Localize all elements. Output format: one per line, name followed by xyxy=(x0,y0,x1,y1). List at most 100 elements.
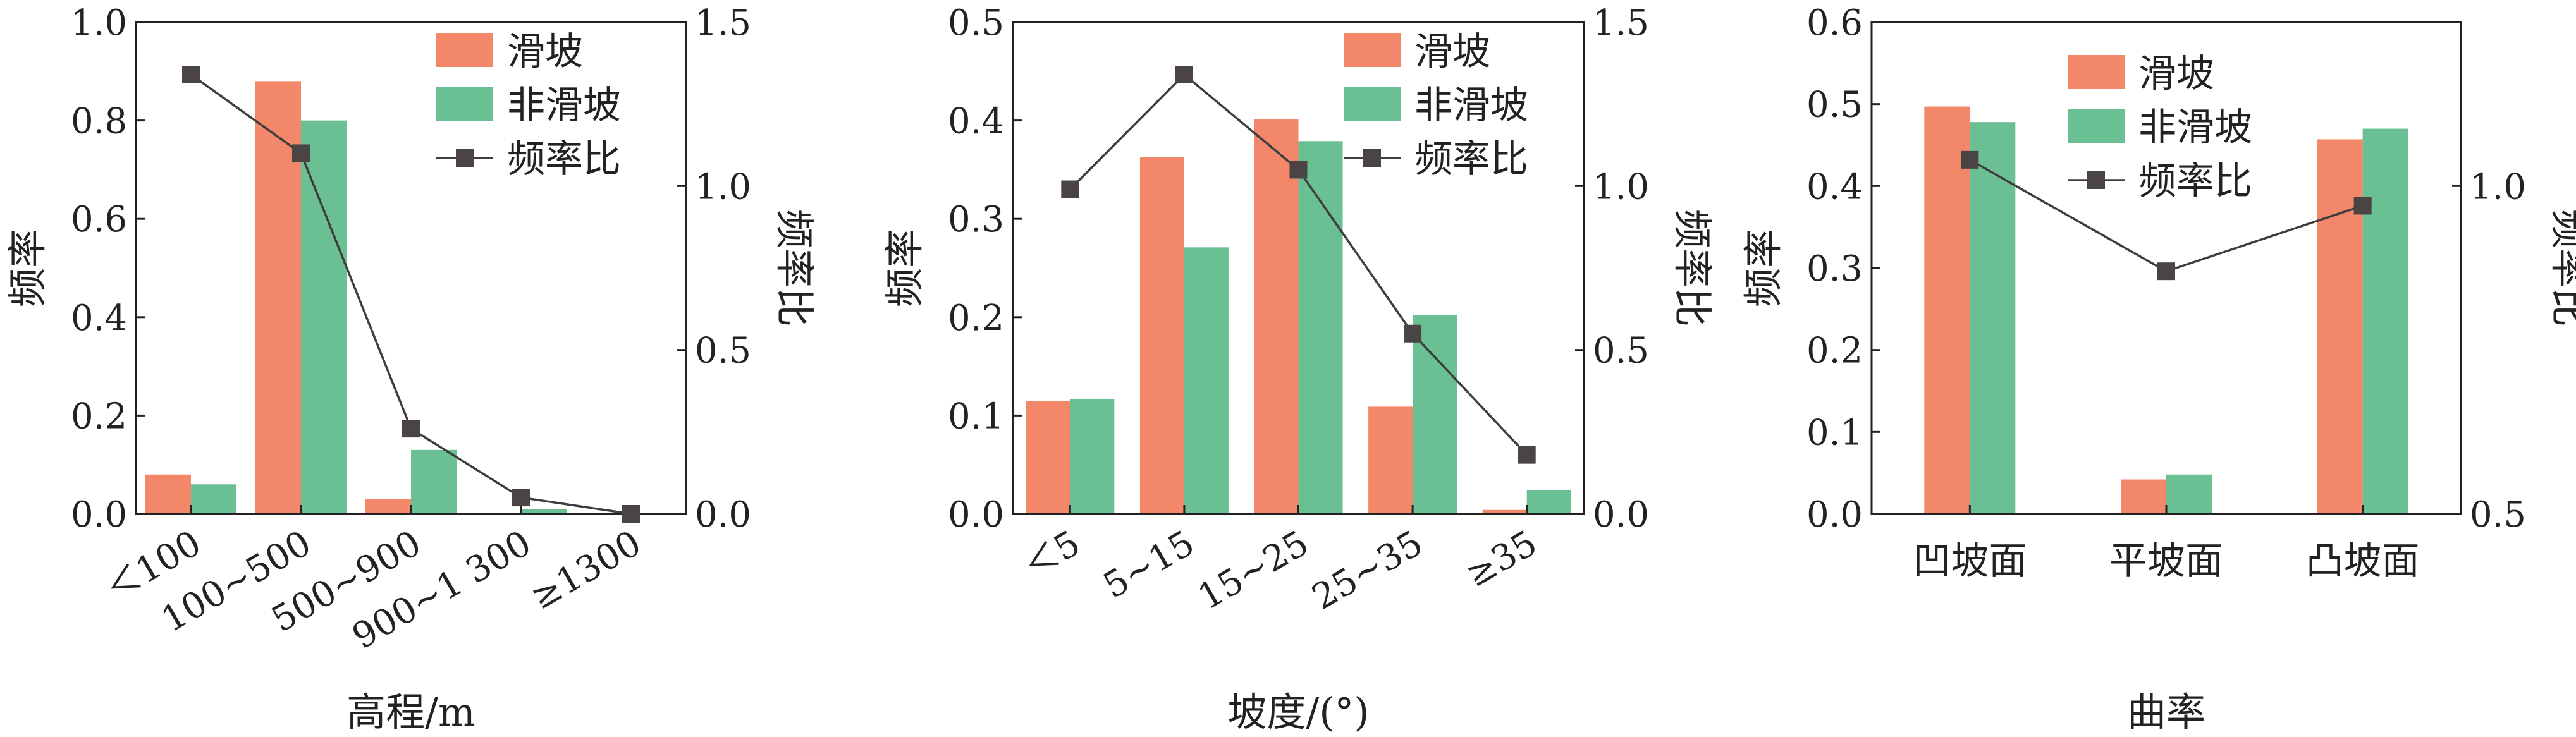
x-tick-label: 25~35 xyxy=(1306,523,1430,618)
legend-marker xyxy=(2087,171,2105,189)
y2-tick-label: 1.5 xyxy=(1593,3,1649,44)
y-tick-label: 0.5 xyxy=(948,3,1004,44)
bar-non-landslide xyxy=(1526,490,1571,514)
y2-axis-title: 频率比 xyxy=(2546,209,2576,327)
legend-swatch-landslide xyxy=(2068,55,2125,89)
legend-label: 滑坡 xyxy=(1414,30,1490,74)
y-tick-label: 0.8 xyxy=(71,101,127,142)
y2-tick-label: 0.0 xyxy=(1593,494,1649,535)
ratio-marker xyxy=(1518,446,1536,464)
y2-tick-label: 0.5 xyxy=(1593,331,1649,372)
y-tick-label: 1.0 xyxy=(71,3,127,44)
legend-marker xyxy=(456,149,474,167)
bar-landslide xyxy=(2121,479,2166,514)
ratio-marker xyxy=(512,489,530,507)
x-tick-label: ≥1300 xyxy=(524,523,648,618)
bar-landslide xyxy=(1026,401,1070,514)
y-tick-label: 0.6 xyxy=(71,199,127,240)
bar-landslide xyxy=(1139,157,1184,514)
bar-non-landslide xyxy=(301,120,347,515)
bar-landslide xyxy=(1368,406,1413,514)
bar-landslide xyxy=(1482,509,1527,514)
x-tick-label: 5~15 xyxy=(1096,523,1201,607)
y-tick-label: 0.0 xyxy=(948,494,1004,535)
bar-landslide xyxy=(1254,119,1299,514)
y-tick-label: 0.5 xyxy=(1806,85,1863,126)
legend-label: 滑坡 xyxy=(2138,52,2214,96)
bar-non-landslide xyxy=(191,484,236,514)
ratio-marker xyxy=(2353,197,2372,215)
y2-tick-label: 1.0 xyxy=(695,166,751,207)
y-tick-label: 0.6 xyxy=(1806,3,1863,44)
y2-tick-label: 1.0 xyxy=(2470,166,2526,207)
bar-landslide xyxy=(1924,106,1970,515)
legend-swatch-non-landslide xyxy=(1344,87,1401,121)
bar-non-landslide xyxy=(411,449,457,514)
bar-non-landslide xyxy=(521,509,567,514)
x-tick-label: 平坡面 xyxy=(2109,539,2223,583)
legend-marker xyxy=(1363,149,1381,167)
y2-axis-title: 频率比 xyxy=(771,209,818,327)
y-tick-label: 0.4 xyxy=(948,101,1004,142)
y2-axis-title: 频率比 xyxy=(1669,209,1715,327)
y-tick-label: 0.1 xyxy=(1806,412,1863,453)
bar-non-landslide xyxy=(1970,122,2016,514)
y-tick-label: 0.2 xyxy=(71,396,127,437)
legend-swatch-non-landslide xyxy=(2068,109,2125,143)
ratio-marker xyxy=(182,65,200,83)
x-axis-title: 高程/m xyxy=(347,689,475,735)
legend-label: 频率比 xyxy=(2138,159,2252,204)
y2-tick-label: 0.5 xyxy=(695,331,751,372)
legend-swatch-non-landslide xyxy=(436,87,493,121)
y-axis-title: 频率 xyxy=(4,229,51,307)
legend-swatch-landslide xyxy=(1344,33,1401,67)
x-tick-label: ≥35 xyxy=(1459,523,1544,595)
chart-panel-1: 0.00.20.40.60.81.00.00.51.01.5＜100100~50… xyxy=(4,3,818,735)
x-axis-title: 曲率 xyxy=(2127,689,2205,735)
ratio-marker xyxy=(1289,161,1308,179)
ratio-marker xyxy=(1175,65,1193,83)
ratio-marker xyxy=(1961,150,1979,169)
y-tick-label: 0.3 xyxy=(948,199,1004,240)
y-tick-label: 0.1 xyxy=(948,396,1004,437)
y-tick-label: 0.2 xyxy=(1806,331,1863,372)
ratio-marker xyxy=(622,505,640,523)
x-tick-label: ＜5 xyxy=(1016,523,1087,587)
legend-label: 频率比 xyxy=(507,137,621,181)
y-tick-label: 0.3 xyxy=(1806,248,1863,289)
legend-label: 非滑坡 xyxy=(2138,106,2252,150)
ratio-marker xyxy=(2157,262,2175,281)
ratio-marker xyxy=(1061,180,1079,198)
y-tick-label: 0.4 xyxy=(71,298,127,339)
y-axis-title: 频率 xyxy=(1740,229,1786,307)
bar-non-landslide xyxy=(2166,474,2212,514)
ratio-marker xyxy=(292,144,310,162)
legend-swatch-landslide xyxy=(436,33,493,67)
y-tick-label: 0.2 xyxy=(948,298,1004,339)
bar-non-landslide xyxy=(1184,247,1229,514)
legend-label: 滑坡 xyxy=(507,30,583,74)
legend-label: 频率比 xyxy=(1414,137,1528,181)
y2-tick-label: 0.0 xyxy=(695,494,751,535)
chart-panel-2: 0.0 0.1 0.2 0.3 0.4 0.5 0.0 0.5 1.0 1.5 ＜5 5~1515~2… xyxy=(881,3,1715,735)
y2-tick-label: 0.5 xyxy=(2470,494,2526,535)
bar-non-landslide xyxy=(1413,315,1457,514)
y2-tick-label: 1.0 xyxy=(1593,166,1649,207)
y-tick-label: 0.0 xyxy=(71,494,127,535)
bar-non-landslide xyxy=(1070,398,1115,514)
x-tick-label: 凸坡面 xyxy=(2306,539,2420,583)
y-tick-label: 0.4 xyxy=(1806,166,1863,207)
legend-label: 非滑坡 xyxy=(1414,83,1528,128)
y-axis-title: 频率 xyxy=(881,229,928,307)
bar-landslide xyxy=(145,474,191,514)
bar-landslide xyxy=(365,499,411,514)
x-tick-label: 凹坡面 xyxy=(1913,539,2027,583)
bar-non-landslide xyxy=(1298,141,1343,514)
bar-landslide xyxy=(2317,139,2363,514)
y2-tick-label: 1.5 xyxy=(695,3,751,44)
x-axis-title: 坡度/(°) xyxy=(1227,689,1369,735)
ratio-marker xyxy=(1404,324,1422,343)
legend-label: 非滑坡 xyxy=(507,83,621,128)
